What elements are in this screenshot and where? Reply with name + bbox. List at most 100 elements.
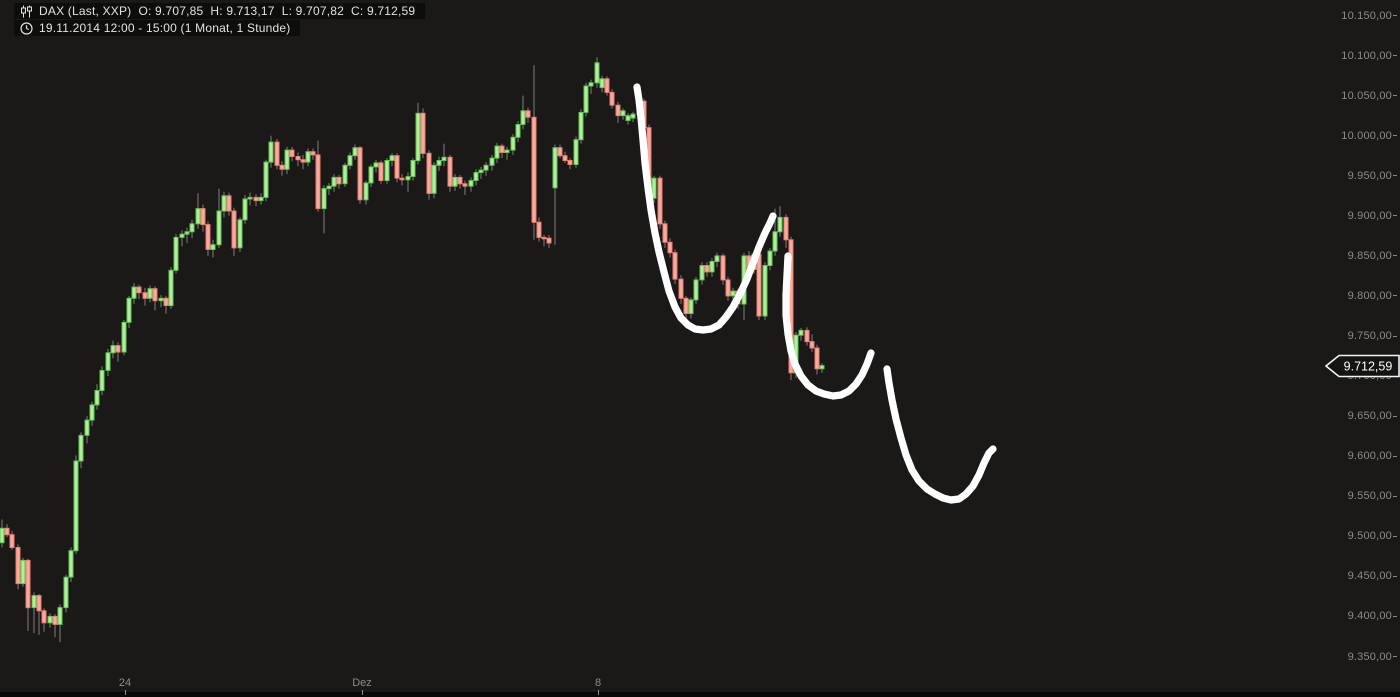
candle-up [762, 265, 768, 317]
x-axis-label: Dez [352, 677, 372, 689]
candle-up [777, 216, 783, 233]
candle-up [436, 160, 442, 166]
candle-down [809, 341, 815, 349]
ohlc-values: O: 9.707,85 H: 9.713,17 L: 9.707,82 C: 9… [131, 4, 416, 18]
candle-down [546, 237, 552, 244]
candle-down [394, 155, 400, 179]
candle-up [384, 160, 390, 181]
candle-down [567, 160, 573, 165]
candle-up [651, 177, 657, 199]
candle-up [510, 136, 516, 151]
annotation-stroke[interactable] [782, 252, 875, 400]
candle-down [274, 141, 280, 166]
bottom-axis-strip [0, 692, 1400, 697]
candle-up [147, 288, 153, 299]
candle-down [420, 112, 426, 154]
candle-down [662, 223, 668, 243]
x-axis-tick [598, 690, 599, 695]
y-axis-tick [1393, 575, 1397, 577]
candle-down [357, 147, 363, 201]
y-axis-tick [1393, 95, 1397, 97]
y-axis-tick [1393, 135, 1397, 137]
y-axis-label: 10.000,00 [1341, 130, 1397, 142]
candle-up [242, 198, 248, 221]
candle-up [452, 176, 458, 187]
candle-up [84, 419, 90, 436]
candle-up [158, 297, 164, 302]
candle-up [284, 149, 290, 170]
candle-up [441, 156, 447, 162]
y-axis-tick [1393, 455, 1397, 457]
candle-down [4, 527, 10, 536]
y-axis-tick [1393, 495, 1397, 497]
candle-down [814, 347, 820, 370]
y-axis-label: 9.550,00 [1348, 490, 1397, 502]
candle-down [336, 176, 342, 185]
candle-up [494, 145, 500, 159]
candle-down [667, 241, 673, 254]
y-axis-label: 10.150,00 [1341, 10, 1397, 22]
candle-down [295, 156, 301, 161]
candle-down [462, 183, 468, 187]
candle-up [63, 576, 69, 609]
candle-up [184, 231, 190, 235]
candle-up [352, 147, 358, 157]
candle-up [363, 182, 369, 201]
candle-down [41, 610, 47, 624]
candle-up [405, 176, 411, 181]
candle-down [9, 534, 15, 549]
candle-down [36, 595, 42, 612]
candle-down [609, 91, 615, 106]
candle-up [468, 180, 474, 187]
y-axis-label: 9.650,00 [1348, 410, 1397, 422]
candle-up [89, 404, 95, 421]
x-axis-label: 24 [118, 677, 132, 689]
instrument-name: DAX (Last, XXP) [39, 4, 132, 18]
candle-up [94, 390, 100, 406]
hand-drawn-annotation[interactable] [633, 83, 997, 504]
chart-header: DAX (Last, XXP) O: 9.707,85 H: 9.713,17 … [14, 3, 426, 37]
candle-up [693, 279, 699, 301]
y-axis-tick [1393, 55, 1397, 57]
candle-down [457, 176, 463, 185]
candle-down [399, 177, 405, 181]
annotation-stroke[interactable] [883, 365, 997, 504]
candle-up [237, 219, 243, 249]
candle-up [57, 607, 63, 625]
candle-up [331, 176, 337, 187]
candle-up [583, 85, 589, 113]
candle-down [720, 255, 726, 281]
candle-up [195, 208, 201, 225]
instrument-header-row: DAX (Last, XXP) O: 9.707,85 H: 9.713,17 … [14, 3, 426, 19]
candle-up [630, 113, 636, 119]
candle-down [725, 279, 731, 297]
annotation-stroke[interactable] [633, 83, 777, 334]
candle-down [205, 224, 211, 250]
candle-down [25, 559, 31, 609]
candle-up [168, 269, 174, 307]
y-axis-tick [1393, 255, 1397, 257]
candle-up [594, 62, 600, 84]
y-axis-label: 9.750,00 [1348, 330, 1397, 342]
candle-up [179, 233, 185, 238]
timeframe-header-row: 19.11.2014 12:00 - 15:00 (1 Monat, 1 Stu… [14, 20, 301, 36]
candle-down [536, 221, 542, 238]
y-axis-tick [1393, 15, 1397, 16]
candle-down [562, 155, 568, 161]
candle-down [152, 288, 158, 302]
candle-down [226, 195, 232, 212]
y-axis-label: 9.400,00 [1348, 610, 1397, 622]
candle-up [599, 78, 605, 89]
y-axis-tick [1393, 335, 1397, 337]
candle-up [410, 160, 416, 177]
candle-down [678, 278, 684, 299]
candle-up [431, 164, 437, 194]
y-axis-tick [1393, 535, 1397, 537]
candle-up [730, 290, 736, 297]
candle-up [688, 299, 694, 314]
candle-up [326, 185, 332, 190]
candle-down [541, 236, 547, 240]
